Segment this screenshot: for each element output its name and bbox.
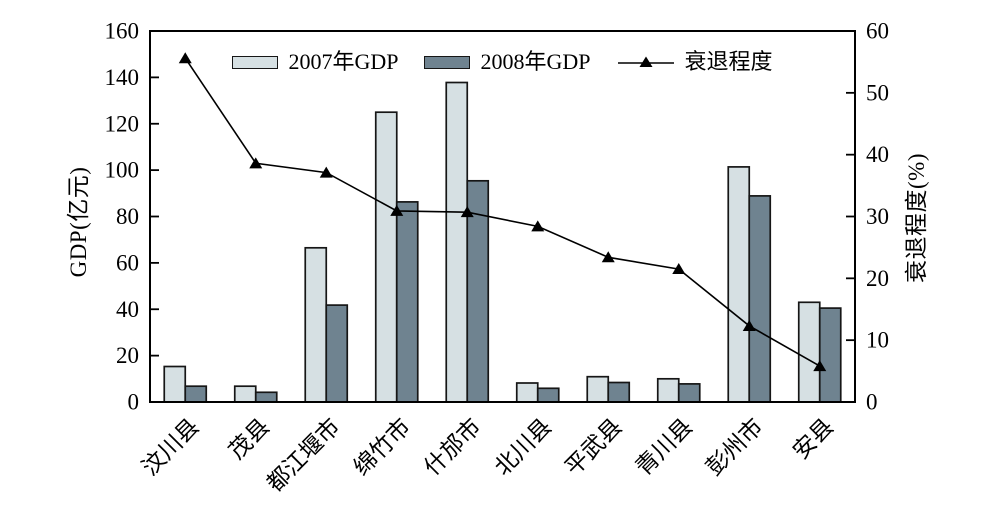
x-label-都江堰市: 都江堰市 <box>262 414 345 497</box>
bar-2008年GDP-安县 <box>818 307 842 403</box>
x-label-北川县: 北川县 <box>490 414 556 480</box>
x-label-茂县: 茂县 <box>224 414 274 464</box>
bar-2007年GDP-都江堰市 <box>304 246 328 403</box>
legend-item-2008-gdp: 2008年GDP <box>424 49 591 75</box>
x-label-彭州市: 彭州市 <box>701 414 767 480</box>
triangle-marker-青川县 <box>672 263 686 275</box>
x-label-汶川县: 汶川县 <box>137 414 203 480</box>
bar-2007年GDP-茂县 <box>233 385 257 403</box>
legend-item-2007-gdp: 2007年GDP <box>232 49 398 75</box>
triangle-marker-彭州市 <box>742 319 756 331</box>
left-tick-label-60: 60 <box>116 250 139 275</box>
x-label-什邡市: 什邡市 <box>419 414 485 480</box>
triangle-marker-北川县 <box>531 220 545 232</box>
legend-label-2007: 2007年GDP <box>288 49 399 74</box>
legend-label-decline: 衰退程度 <box>684 49 773 74</box>
left-tick-label-80: 80 <box>116 204 139 229</box>
x-label-绵竹市: 绵竹市 <box>349 414 415 480</box>
bar-2007年GDP-北川县 <box>515 382 539 403</box>
right-tick-label-60: 60 <box>866 19 889 44</box>
x-label-青川县: 青川县 <box>631 414 697 480</box>
legend-swatch-2008-icon <box>424 55 471 69</box>
left-tick-label-160: 160 <box>105 19 140 44</box>
triangle-marker-都江堰市 <box>319 166 333 178</box>
bar-2007年GDP-汶川县 <box>163 365 187 403</box>
bar-2007年GDP-安县 <box>797 301 821 403</box>
legend-label-2008: 2008年GDP <box>480 49 591 74</box>
bar-2008年GDP-北川县 <box>536 387 560 403</box>
right-axis-title: 衰退程度(%) <box>904 153 929 283</box>
triangle-marker-茂县 <box>249 157 263 169</box>
left-tick-label-140: 140 <box>105 65 140 90</box>
left-tick-label-100: 100 <box>105 158 140 183</box>
triangle-marker-绵竹市 <box>390 204 404 216</box>
triangle-marker-安县 <box>813 360 827 372</box>
left-tick-label-40: 40 <box>116 297 139 322</box>
legend: 2007年GDP 2008年GDP 衰退程度 <box>150 49 855 75</box>
bar-2007年GDP-青川县 <box>656 377 680 403</box>
left-tick-label-0: 0 <box>128 390 140 415</box>
bar-2007年GDP-什邡市 <box>445 81 469 403</box>
bar-2008年GDP-平武县 <box>607 381 631 403</box>
left-axis-title: GDP(亿元) <box>66 166 91 278</box>
legend-item-decline: 衰退程度 <box>617 49 773 75</box>
bar-2008年GDP-绵竹市 <box>395 201 419 403</box>
legend-swatch-2007-icon <box>232 55 279 69</box>
right-tick-label-50: 50 <box>866 80 889 105</box>
decline-line <box>184 57 821 367</box>
x-label-安县: 安县 <box>788 414 838 464</box>
left-tick-label-120: 120 <box>105 111 140 136</box>
bar-2007年GDP-平武县 <box>586 375 610 403</box>
bar-2008年GDP-青川县 <box>677 383 701 403</box>
right-tick-label-40: 40 <box>866 142 889 167</box>
triangle-marker-什邡市 <box>460 206 474 218</box>
right-tick-label-30: 30 <box>866 204 889 229</box>
triangle-marker-平武县 <box>601 251 615 263</box>
bar-2008年GDP-汶川县 <box>184 385 208 403</box>
right-tick-label-20: 20 <box>866 266 889 291</box>
legend-line-triangle-marker-icon <box>617 56 674 67</box>
bar-2007年GDP-绵竹市 <box>374 111 398 403</box>
bar-2008年GDP-彭州市 <box>748 195 772 403</box>
x-label-平武县: 平武县 <box>560 414 626 480</box>
right-tick-label-10: 10 <box>866 328 889 353</box>
bar-2008年GDP-都江堰市 <box>325 304 349 403</box>
bar-2008年GDP-茂县 <box>254 391 278 403</box>
triangle-marker-汶川县 <box>178 52 192 64</box>
right-tick-label-0: 0 <box>866 390 878 415</box>
left-tick-label-20: 20 <box>116 343 139 368</box>
bar-2007年GDP-彭州市 <box>727 166 751 403</box>
